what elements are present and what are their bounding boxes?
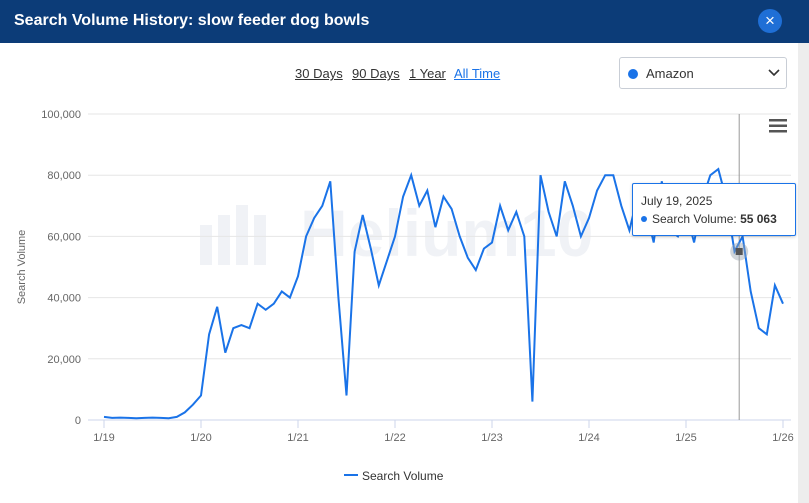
close-button[interactable]: × (758, 9, 782, 33)
tooltip-row: Search Volume: 55 063 (641, 212, 777, 226)
range-90-days[interactable]: 90 Days (352, 66, 400, 81)
y-axis-title: Search Volume (16, 230, 28, 305)
chevron-down-icon (768, 69, 780, 77)
hover-point[interactable] (735, 248, 743, 256)
legend-item-search-volume[interactable]: Search Volume (344, 469, 443, 483)
tooltip-value: 55 063 (740, 212, 777, 226)
tooltip-series-dot-icon (641, 216, 647, 222)
x-tick-label: 1/20 (190, 432, 211, 444)
chart-grid (88, 113, 791, 421)
tooltip-series-label: Search Volume: (652, 212, 737, 226)
x-tick-label: 1/24 (578, 432, 599, 444)
y-tick-label: 40,000 (47, 293, 81, 305)
x-tick-label: 1/26 (772, 432, 793, 444)
legend-label: Search Volume (362, 469, 444, 483)
y-tick-label: 60,000 (47, 231, 81, 243)
y-axis-ticks: 0 20,000 40,000 60,000 80,000 100,000 (41, 109, 81, 427)
x-tick-label: 1/23 (481, 432, 502, 444)
x-tick-label: 1/19 (93, 432, 114, 444)
close-icon: × (765, 11, 775, 30)
legend-line-icon (344, 474, 358, 476)
hamburger-menu-icon[interactable] (769, 119, 787, 133)
tooltip: July 19, 2025 Search Volume: 55 063 (632, 183, 796, 236)
y-tick-label: 100,000 (41, 109, 81, 121)
marketplace-select[interactable]: Amazon (619, 57, 787, 89)
y-tick-label: 20,000 (47, 354, 81, 366)
y-tick-label: 0 (75, 415, 81, 427)
dialog-header: Search Volume History: slow feeder dog b… (0, 0, 809, 43)
range-30-days[interactable]: 30 Days (295, 66, 343, 81)
scrollbar-track (798, 43, 809, 503)
tooltip-date: July 19, 2025 (641, 194, 713, 208)
helium10-logo-icon (200, 205, 266, 265)
marketplace-select-value: Amazon (646, 66, 694, 81)
watermark: Helium10 (200, 196, 593, 270)
dialog-title: Search Volume History: slow feeder dog b… (14, 12, 370, 29)
x-tick-label: 1/21 (287, 432, 308, 444)
range-all-time[interactable]: All Time (454, 66, 501, 81)
range-1-year[interactable]: 1 Year (409, 66, 446, 81)
amazon-dot-icon (628, 69, 638, 79)
y-tick-label: 80,000 (47, 170, 81, 182)
watermark-text: Helium10 (300, 196, 594, 270)
x-tick-label: 1/25 (675, 432, 696, 444)
x-tick-label: 1/22 (384, 432, 405, 444)
x-axis-ticks: 1/19 1/20 1/21 1/22 1/23 1/24 1/25 1/26 (93, 420, 794, 444)
